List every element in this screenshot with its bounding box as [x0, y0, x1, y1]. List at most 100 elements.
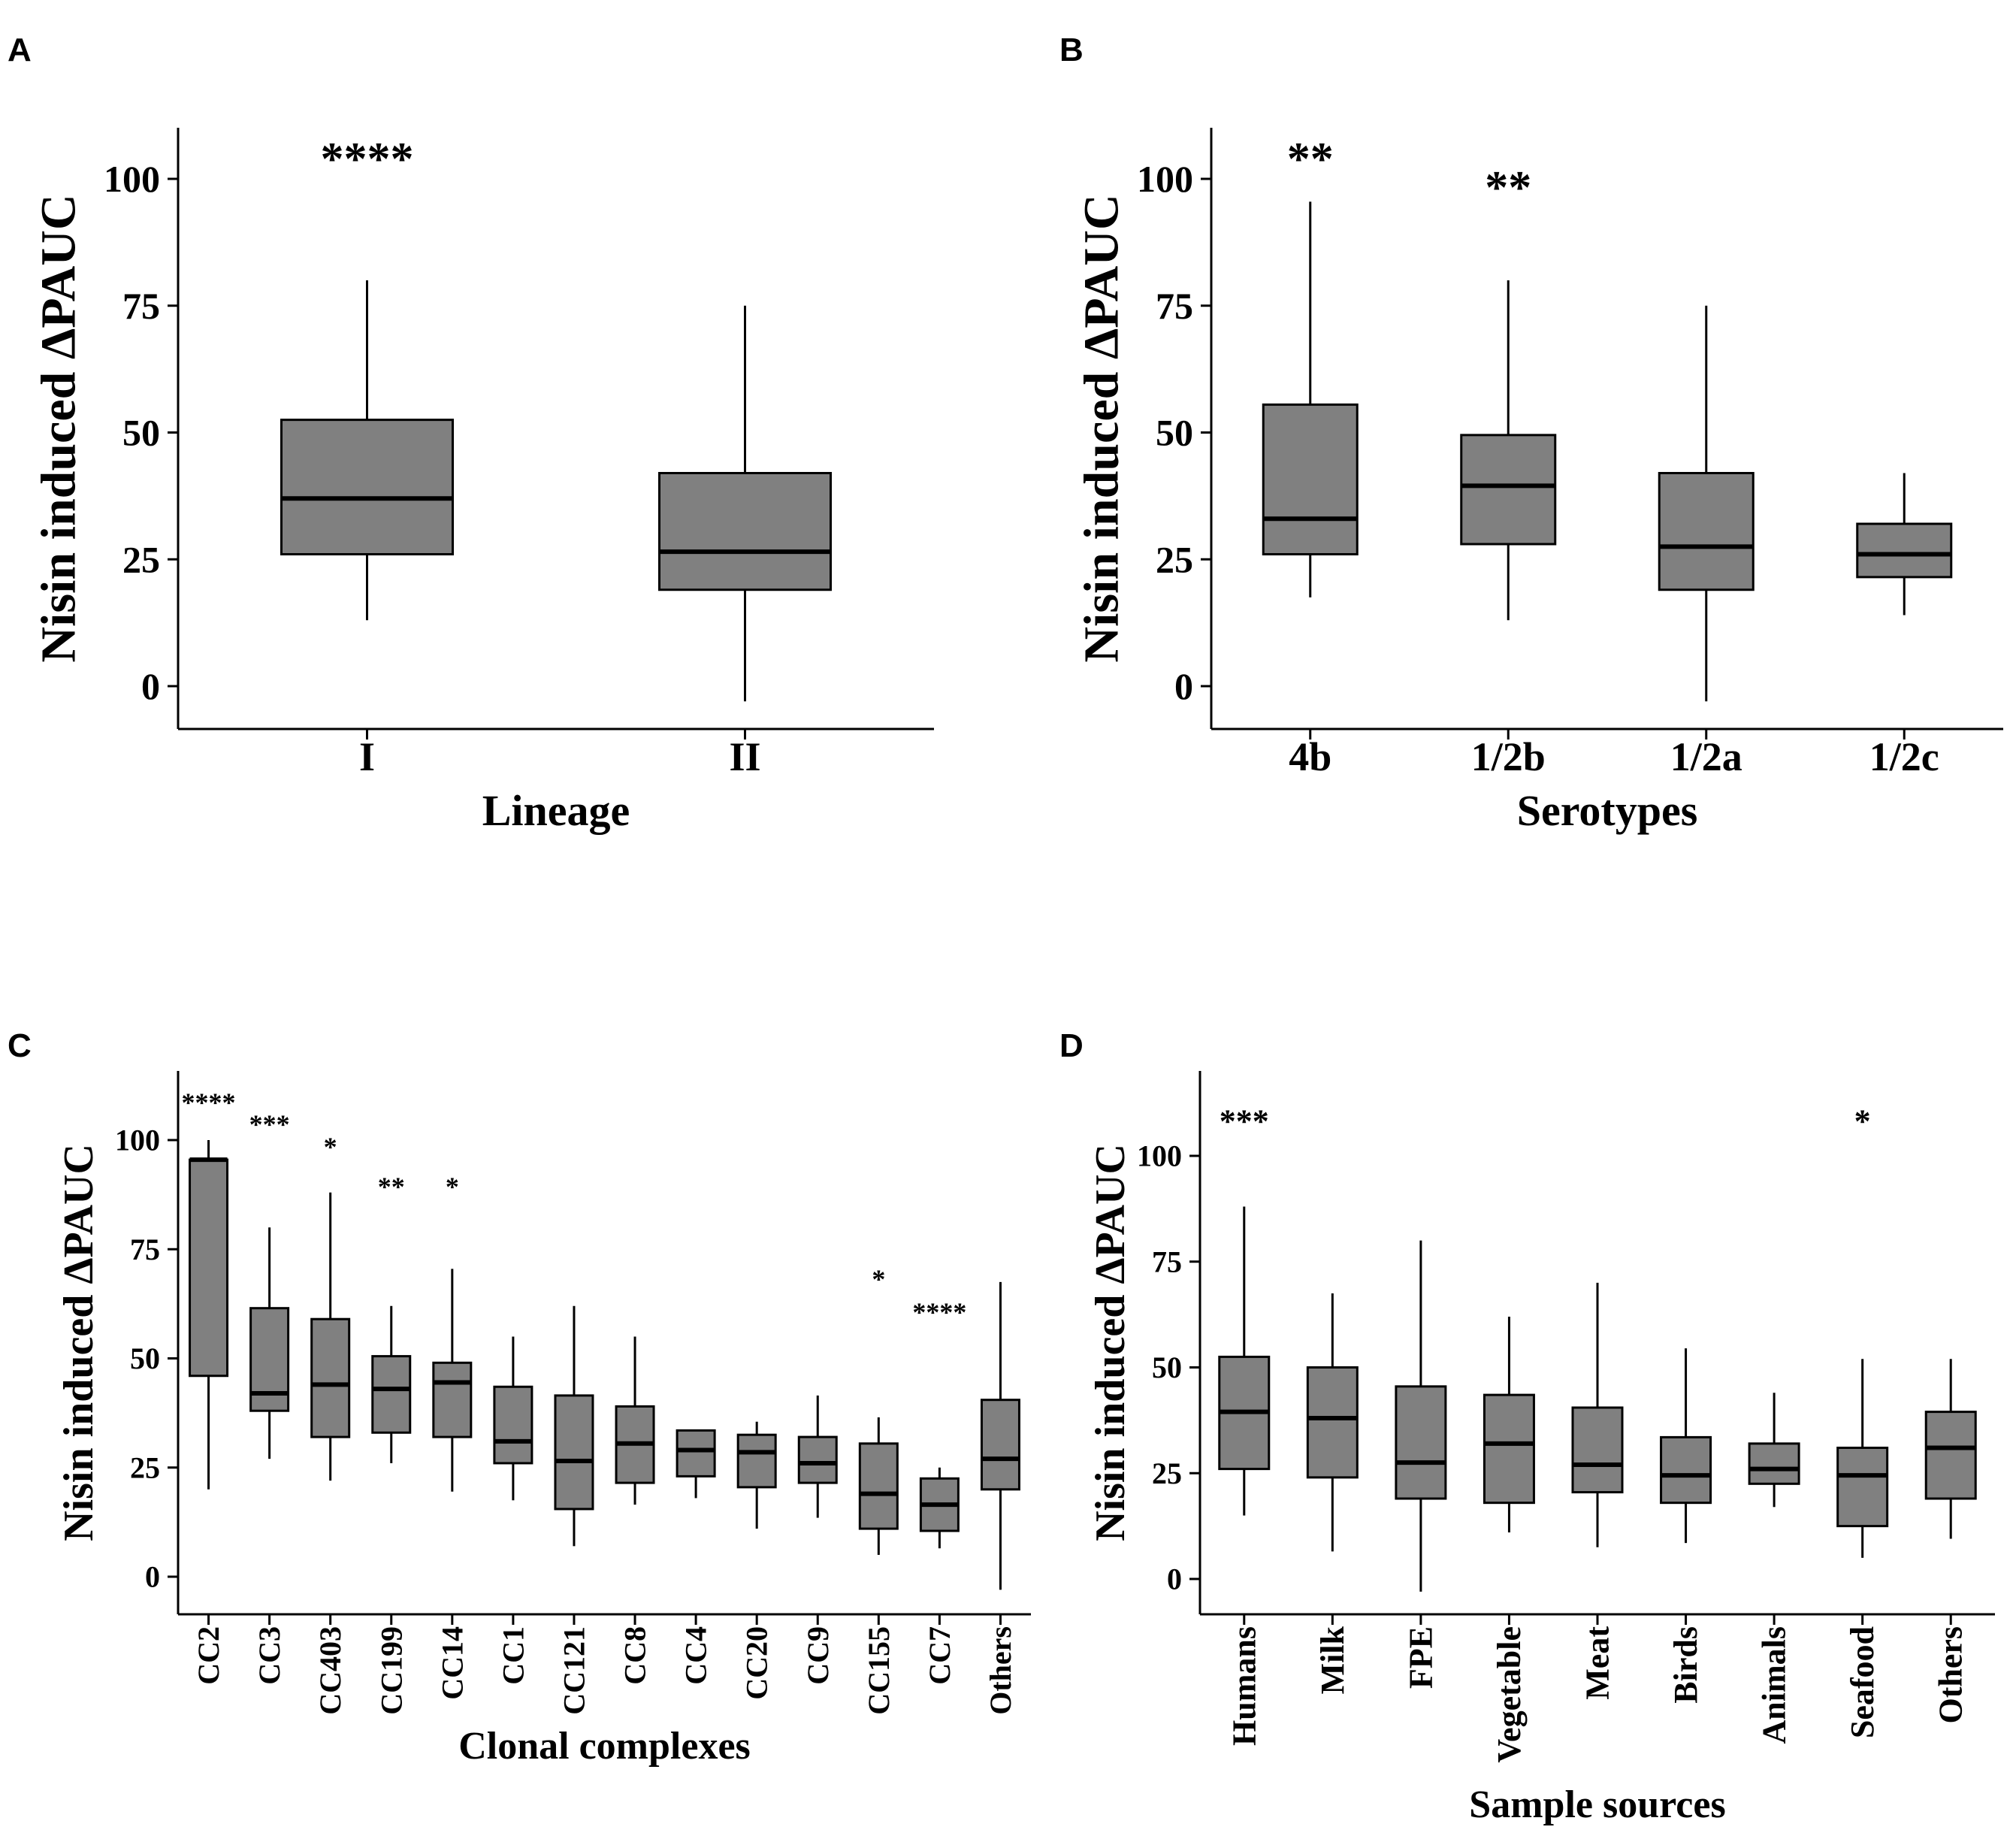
significance-c-cc2: ****	[182, 1087, 236, 1118]
x-tick-label-d-meat: Meat	[1579, 1626, 1616, 1700]
x-tick-label-c-cc155: CC155	[862, 1626, 896, 1715]
box-b-1-2c	[1856, 522, 1953, 579]
y-tick-label-d-50: 50	[1152, 1350, 1182, 1384]
y-tick-label-d-25: 25	[1152, 1456, 1182, 1490]
panel-c: C 0 25 50 75 100 Nisin induced ΔPAUC Clonal com…	[8, 1027, 1031, 1768]
x-tick-label-b-1-2c: 1/2c	[1869, 734, 1939, 779]
box-c-cc9	[797, 1435, 838, 1484]
box-c-cc2	[189, 1158, 229, 1378]
y-axis-title-c: Nisin induced ΔPAUC	[56, 1144, 102, 1541]
significance-b-1-2b: **	[1485, 162, 1531, 213]
x-axis-title-b: Serotypes	[1517, 786, 1698, 835]
x-tick-label-c-cc403: CC403	[313, 1626, 347, 1715]
x-tick-label-c-cc199: CC199	[374, 1626, 408, 1715]
panel-letter-b: B	[1059, 32, 1084, 68]
box-c-others	[980, 1399, 1020, 1491]
significance-d-seafood: *	[1854, 1103, 1871, 1140]
box-a-ii	[658, 472, 832, 591]
y-tick-label-c-25: 25	[130, 1450, 160, 1484]
y-tick-label-a-50: 50	[122, 412, 160, 454]
box-d-meat	[1571, 1406, 1624, 1494]
box-d-fpe	[1395, 1385, 1447, 1500]
x-tick-label-c-cc20: CC20	[740, 1626, 774, 1700]
x-tick-label-d-birds: Birds	[1667, 1626, 1704, 1704]
x-tick-label-a-ii: II	[729, 734, 760, 779]
box-c-cc1	[493, 1385, 533, 1465]
y-tick-label-d-100: 100	[1137, 1139, 1182, 1173]
x-tick-label-c-cc14: CC14	[435, 1626, 469, 1700]
x-axis-title-a: Lineage	[482, 786, 630, 835]
x-tick-label-b-4b: 4b	[1289, 734, 1331, 779]
y-tick-label-d-0: 0	[1167, 1562, 1182, 1596]
significance-d-humans: ***	[1220, 1103, 1269, 1140]
box-c-cc4	[676, 1429, 716, 1478]
x-tick-label-c-cc3: CC3	[252, 1626, 286, 1685]
panel-letter-a: A	[8, 32, 32, 68]
box-d-milk	[1306, 1366, 1359, 1479]
x-tick-label-c-cc121: CC121	[557, 1626, 591, 1715]
x-tick-label-d-vegetable: Vegetable	[1491, 1626, 1528, 1763]
x-axis-title-c: Clonal complexes	[458, 1725, 751, 1768]
box-c-cc20	[736, 1433, 777, 1489]
y-tick-label-c-0: 0	[145, 1560, 160, 1594]
y-tick-label-d-75: 75	[1152, 1245, 1182, 1278]
y-tick-label-c-100: 100	[115, 1124, 160, 1157]
significance-c-cc199: **	[378, 1172, 405, 1202]
significance-c-cc3: ***	[249, 1109, 290, 1139]
y-tick-label-b-25: 25	[1156, 538, 1193, 580]
y-tick-label-c-50: 50	[130, 1341, 160, 1375]
significance-c-cc155: *	[872, 1264, 885, 1294]
x-tick-label-d-milk: Milk	[1314, 1626, 1351, 1694]
x-tick-label-a-i: I	[359, 734, 375, 779]
box-c-cc155	[858, 1442, 899, 1530]
x-tick-label-c-cc8: CC8	[618, 1626, 652, 1685]
y-tick-label-c-75: 75	[130, 1233, 160, 1266]
x-tick-label-d-seafood: Seafood	[1844, 1626, 1881, 1738]
x-tick-label-b-1-2b: 1/2b	[1471, 734, 1546, 779]
x-axis-title-d: Sample sources	[1469, 1783, 1725, 1826]
panel-a: A 0 25 50 75 100 Nisin induced ΔPAUC Lineage I **…	[8, 32, 934, 835]
box-d-vegetable	[1483, 1393, 1535, 1505]
y-tick-label-a-0: 0	[141, 665, 160, 707]
y-tick-label-b-75: 75	[1156, 285, 1193, 327]
box-c-cc14	[432, 1361, 473, 1438]
y-tick-label-b-50: 50	[1156, 412, 1193, 454]
significance-c-cc7: ****	[912, 1297, 966, 1327]
y-tick-label-a-100: 100	[104, 158, 160, 200]
x-tick-label-c-cc9: CC9	[801, 1626, 835, 1685]
box-b-1-2a	[1658, 472, 1755, 591]
box-b-1-2b	[1460, 434, 1557, 546]
box-c-cc121	[554, 1394, 594, 1511]
x-tick-label-c-cc7: CC7	[923, 1626, 957, 1685]
box-a-i	[280, 419, 454, 555]
box-d-others	[1924, 1411, 1977, 1500]
y-tick-label-b-100: 100	[1137, 158, 1193, 200]
box-b-4b	[1262, 403, 1359, 555]
significance-b-4b: **	[1287, 134, 1334, 185]
x-tick-label-d-humans: Humans	[1226, 1626, 1262, 1746]
y-tick-label-a-25: 25	[122, 538, 160, 580]
box-d-birds	[1660, 1435, 1712, 1505]
x-tick-label-b-1-2a: 1/2a	[1670, 734, 1742, 779]
x-tick-label-c-cc1: CC1	[496, 1626, 530, 1685]
significance-a-i: ****	[321, 134, 414, 185]
y-axis-title-a: Nisin induced ΔPAUC	[32, 194, 86, 662]
box-c-cc199	[371, 1355, 412, 1434]
y-axis-title-d: Nisin induced ΔPAUC	[1087, 1144, 1134, 1541]
significance-c-cc14: *	[446, 1172, 459, 1202]
y-tick-label-b-0: 0	[1174, 665, 1193, 707]
panel-letter-d: D	[1059, 1027, 1084, 1064]
x-tick-label-d-animals: Animals	[1756, 1626, 1793, 1744]
x-tick-label-d-others: Others	[1933, 1626, 1969, 1724]
box-c-cc403	[310, 1317, 351, 1438]
y-tick-label-a-75: 75	[122, 285, 160, 327]
x-tick-label-c-others: Others	[984, 1626, 1017, 1715]
box-d-animals	[1748, 1442, 1800, 1485]
x-tick-label-d-fpe: FPE	[1402, 1626, 1439, 1689]
y-axis-title-b: Nisin induced ΔPAUC	[1074, 194, 1129, 662]
significance-c-cc403: *	[324, 1132, 337, 1162]
panel-letter-c: C	[8, 1027, 32, 1064]
